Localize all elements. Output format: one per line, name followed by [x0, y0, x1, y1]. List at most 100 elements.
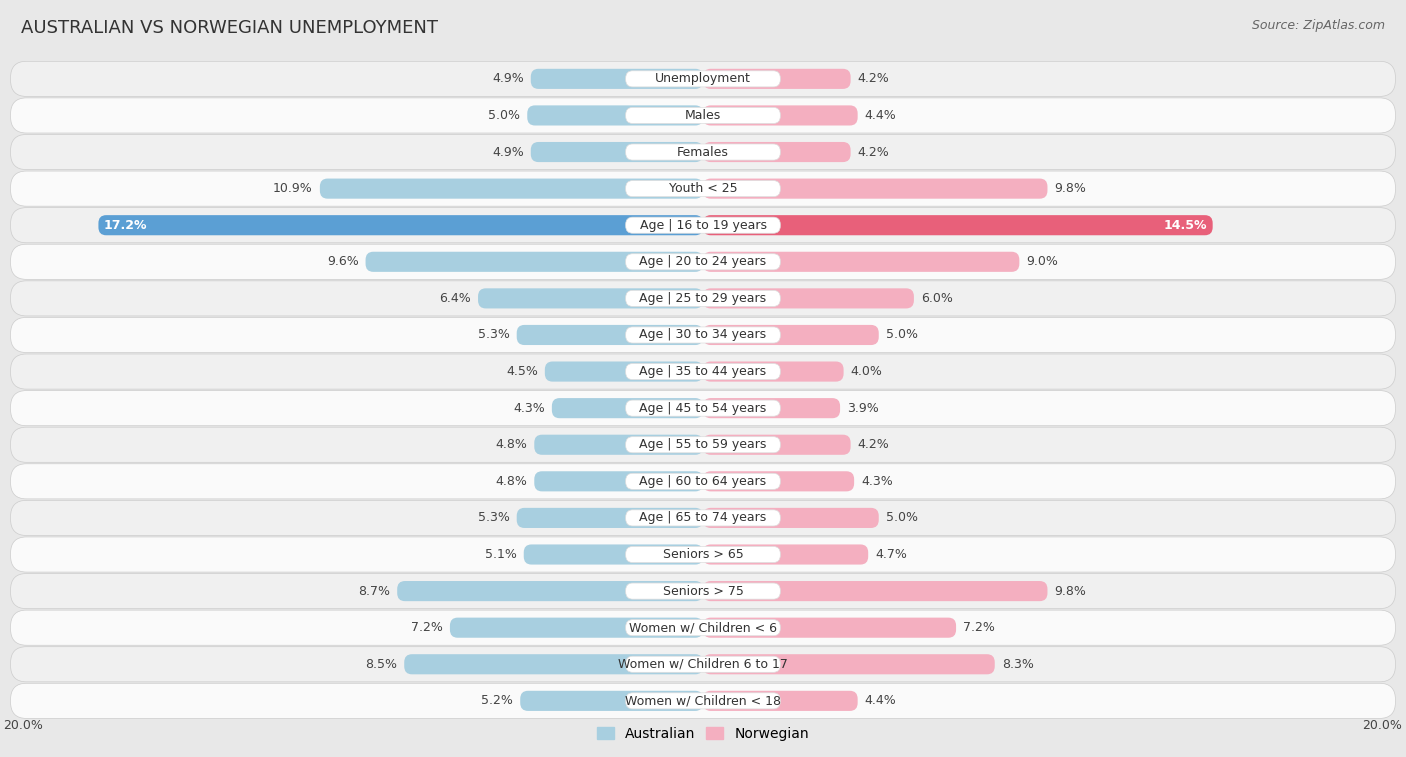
FancyBboxPatch shape: [11, 500, 1395, 535]
FancyBboxPatch shape: [703, 288, 914, 308]
FancyBboxPatch shape: [517, 508, 703, 528]
Text: 4.0%: 4.0%: [851, 365, 883, 378]
FancyBboxPatch shape: [11, 537, 1395, 572]
FancyBboxPatch shape: [703, 398, 841, 418]
Text: Age | 45 to 54 years: Age | 45 to 54 years: [640, 402, 766, 415]
Text: 4.3%: 4.3%: [513, 402, 546, 415]
FancyBboxPatch shape: [11, 171, 1395, 206]
Text: 4.4%: 4.4%: [865, 109, 897, 122]
FancyBboxPatch shape: [626, 327, 780, 343]
FancyBboxPatch shape: [626, 181, 780, 197]
FancyBboxPatch shape: [703, 325, 879, 345]
FancyBboxPatch shape: [11, 281, 1395, 316]
FancyBboxPatch shape: [11, 135, 1395, 170]
Text: Seniors > 75: Seniors > 75: [662, 584, 744, 597]
FancyBboxPatch shape: [626, 400, 780, 416]
FancyBboxPatch shape: [703, 252, 1019, 272]
Text: 5.2%: 5.2%: [481, 694, 513, 707]
FancyBboxPatch shape: [11, 574, 1395, 609]
FancyBboxPatch shape: [703, 69, 851, 89]
Text: 4.2%: 4.2%: [858, 145, 890, 158]
Text: Source: ZipAtlas.com: Source: ZipAtlas.com: [1251, 19, 1385, 32]
Text: Youth < 25: Youth < 25: [669, 182, 737, 195]
Text: Women w/ Children < 18: Women w/ Children < 18: [626, 694, 780, 707]
FancyBboxPatch shape: [531, 69, 703, 89]
Text: 6.0%: 6.0%: [921, 292, 953, 305]
FancyBboxPatch shape: [703, 654, 995, 674]
Text: Males: Males: [685, 109, 721, 122]
FancyBboxPatch shape: [11, 317, 1395, 353]
Text: 7.2%: 7.2%: [411, 621, 443, 634]
Text: 5.0%: 5.0%: [488, 109, 520, 122]
FancyBboxPatch shape: [626, 363, 780, 379]
Text: 5.1%: 5.1%: [485, 548, 517, 561]
FancyBboxPatch shape: [703, 472, 855, 491]
Text: 4.2%: 4.2%: [858, 73, 890, 86]
Text: 10.9%: 10.9%: [273, 182, 314, 195]
FancyBboxPatch shape: [703, 362, 844, 382]
Text: 5.0%: 5.0%: [886, 329, 918, 341]
FancyBboxPatch shape: [703, 508, 879, 528]
Text: 20.0%: 20.0%: [4, 719, 44, 732]
FancyBboxPatch shape: [626, 437, 780, 453]
FancyBboxPatch shape: [703, 618, 956, 637]
FancyBboxPatch shape: [11, 61, 1395, 96]
FancyBboxPatch shape: [703, 435, 851, 455]
FancyBboxPatch shape: [626, 473, 780, 489]
Text: Females: Females: [678, 145, 728, 158]
FancyBboxPatch shape: [534, 435, 703, 455]
FancyBboxPatch shape: [703, 142, 851, 162]
FancyBboxPatch shape: [626, 510, 780, 526]
FancyBboxPatch shape: [534, 472, 703, 491]
FancyBboxPatch shape: [703, 179, 1047, 198]
FancyBboxPatch shape: [703, 581, 1047, 601]
Text: 4.2%: 4.2%: [858, 438, 890, 451]
Text: Age | 30 to 34 years: Age | 30 to 34 years: [640, 329, 766, 341]
Text: 7.2%: 7.2%: [963, 621, 995, 634]
Text: 9.0%: 9.0%: [1026, 255, 1059, 268]
Text: 4.9%: 4.9%: [492, 73, 524, 86]
Text: 9.8%: 9.8%: [1054, 584, 1087, 597]
FancyBboxPatch shape: [11, 391, 1395, 425]
Text: 4.8%: 4.8%: [495, 438, 527, 451]
FancyBboxPatch shape: [98, 215, 703, 235]
Text: Age | 60 to 64 years: Age | 60 to 64 years: [640, 475, 766, 488]
Text: 20.0%: 20.0%: [1362, 719, 1402, 732]
Text: 5.3%: 5.3%: [478, 512, 510, 525]
Text: 4.9%: 4.9%: [492, 145, 524, 158]
Text: 6.4%: 6.4%: [439, 292, 471, 305]
Text: Unemployment: Unemployment: [655, 73, 751, 86]
FancyBboxPatch shape: [527, 105, 703, 126]
FancyBboxPatch shape: [405, 654, 703, 674]
FancyBboxPatch shape: [626, 547, 780, 562]
FancyBboxPatch shape: [626, 693, 780, 709]
Text: 5.0%: 5.0%: [886, 512, 918, 525]
FancyBboxPatch shape: [626, 291, 780, 307]
FancyBboxPatch shape: [11, 98, 1395, 133]
Text: Age | 25 to 29 years: Age | 25 to 29 years: [640, 292, 766, 305]
FancyBboxPatch shape: [524, 544, 703, 565]
FancyBboxPatch shape: [450, 618, 703, 637]
FancyBboxPatch shape: [626, 620, 780, 636]
Text: 3.9%: 3.9%: [846, 402, 879, 415]
FancyBboxPatch shape: [703, 544, 869, 565]
Text: 4.4%: 4.4%: [865, 694, 897, 707]
FancyBboxPatch shape: [366, 252, 703, 272]
Text: 8.3%: 8.3%: [1001, 658, 1033, 671]
FancyBboxPatch shape: [11, 354, 1395, 389]
FancyBboxPatch shape: [626, 583, 780, 599]
FancyBboxPatch shape: [626, 107, 780, 123]
Text: 8.5%: 8.5%: [366, 658, 398, 671]
Text: 5.3%: 5.3%: [478, 329, 510, 341]
FancyBboxPatch shape: [11, 684, 1395, 718]
FancyBboxPatch shape: [321, 179, 703, 198]
FancyBboxPatch shape: [520, 691, 703, 711]
FancyBboxPatch shape: [626, 144, 780, 160]
Text: Women w/ Children < 6: Women w/ Children < 6: [628, 621, 778, 634]
Text: 17.2%: 17.2%: [104, 219, 148, 232]
Text: Age | 65 to 74 years: Age | 65 to 74 years: [640, 512, 766, 525]
FancyBboxPatch shape: [626, 254, 780, 269]
FancyBboxPatch shape: [11, 646, 1395, 682]
FancyBboxPatch shape: [626, 71, 780, 87]
FancyBboxPatch shape: [517, 325, 703, 345]
